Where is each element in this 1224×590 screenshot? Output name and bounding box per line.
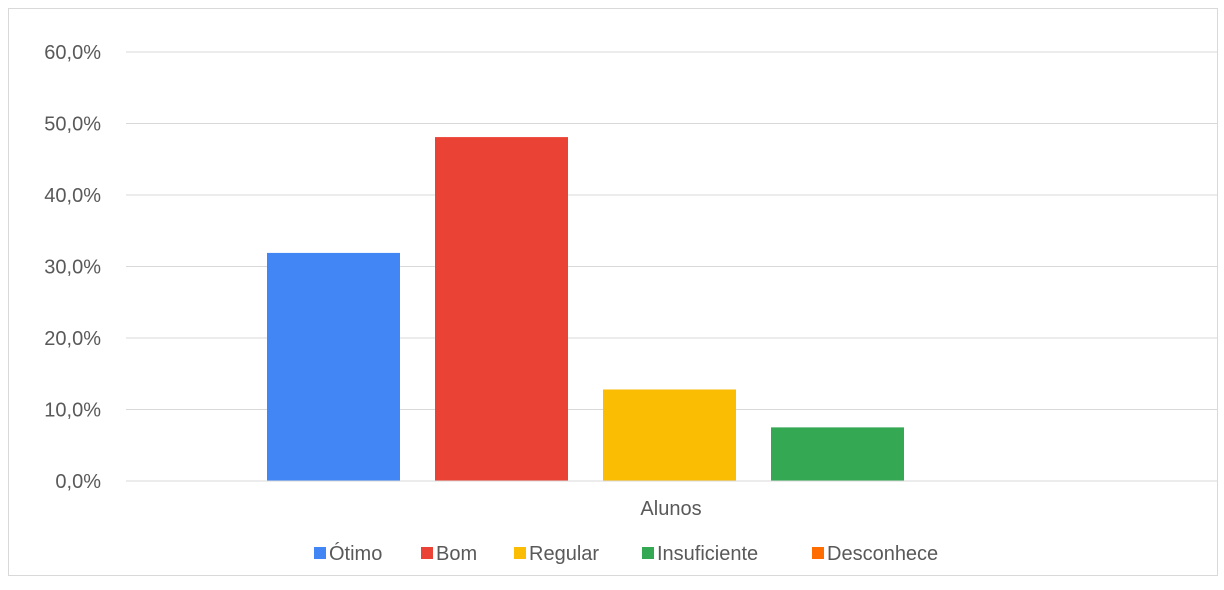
bar-insuficiente — [771, 427, 904, 481]
y-tick-label: 10,0% — [44, 400, 101, 422]
bar-regular — [603, 389, 736, 481]
chart-frame: 0,0% 10,0% 20,0% 30,0% 40,0% 50,0% 60,0% Aluno… — [8, 8, 1218, 576]
legend-swatch — [314, 547, 326, 559]
legend-label: Ótimo — [329, 542, 382, 565]
legend-swatch — [812, 547, 824, 559]
legend-label: Bom — [436, 543, 477, 565]
legend: Ótimo Bom Regular Insuficiente Desconhece — [314, 542, 938, 565]
y-tick-label: 0,0% — [55, 471, 101, 493]
y-axis-ticks: 0,0% 10,0% 20,0% 30,0% 40,0% 50,0% 60,0% — [44, 42, 101, 493]
legend-label: Desconhece — [827, 543, 938, 565]
y-tick-label: 60,0% — [44, 42, 101, 64]
y-tick-label: 20,0% — [44, 328, 101, 350]
legend-swatch — [421, 547, 433, 559]
bar-bom — [435, 137, 568, 481]
y-tick-label: 50,0% — [44, 114, 101, 136]
legend-label: Insuficiente — [657, 543, 758, 565]
y-tick-label: 30,0% — [44, 257, 101, 279]
legend-swatch — [642, 547, 654, 559]
bar-otimo — [267, 252, 400, 481]
legend-swatch — [514, 547, 526, 559]
legend-label: Regular — [529, 543, 599, 565]
y-tick-label: 40,0% — [44, 185, 101, 207]
bar-chart: 0,0% 10,0% 20,0% 30,0% 40,0% 50,0% 60,0% Aluno… — [44, 42, 1217, 565]
category-label: Alunos — [640, 498, 701, 520]
bars — [267, 137, 904, 481]
